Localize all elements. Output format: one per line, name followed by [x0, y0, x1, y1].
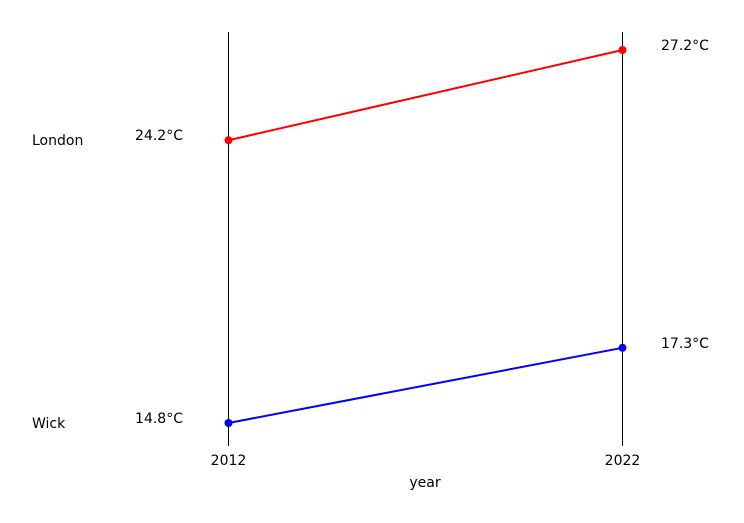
- x-axis-label: year: [409, 475, 440, 491]
- value-label-wick-2022: 17.3°C: [661, 336, 709, 352]
- value-label-london-2012: 24.2°C: [135, 128, 183, 144]
- labels-group: 2012 2022 London 24.2°C 27.2°C Wick 14.8°C 17.3…: [32, 38, 709, 469]
- x-tick-label-2022: 2022: [605, 453, 641, 469]
- x-tick-label-2012: 2012: [211, 453, 247, 469]
- series-group: [224, 46, 627, 427]
- data-point-london-2022: [618, 46, 627, 54]
- series-line-wick: [228, 346, 623, 424]
- value-label-london-2022: 27.2°C: [661, 38, 709, 54]
- series-label-wick: Wick: [32, 416, 66, 432]
- series-line-london: [228, 49, 623, 142]
- axes: [228, 32, 623, 446]
- data-point-wick-2012: [224, 419, 233, 427]
- value-label-wick-2012: 14.8°C: [135, 411, 183, 427]
- series-label-london: London: [32, 133, 83, 149]
- data-point-london-2012: [224, 136, 233, 145]
- data-point-wick-2022: [618, 343, 627, 352]
